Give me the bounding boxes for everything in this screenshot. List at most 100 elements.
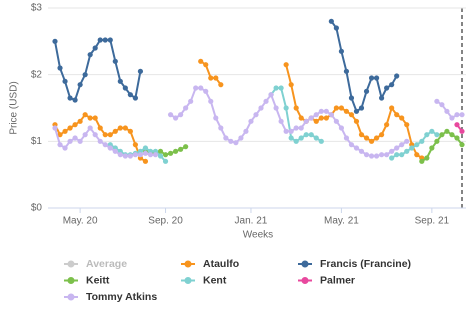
data-point (82, 112, 88, 118)
legend-item[interactable]: Ataulfo (181, 258, 239, 270)
data-point (454, 122, 460, 128)
legend-label: Average (86, 258, 127, 270)
data-point (157, 153, 164, 159)
data-point (127, 128, 133, 134)
data-point (62, 145, 68, 151)
legend-marker (67, 277, 75, 284)
data-point (333, 105, 339, 111)
data-point (303, 118, 309, 124)
data-point (243, 128, 249, 134)
data-point (112, 148, 118, 154)
data-point (77, 138, 83, 144)
data-point (343, 108, 350, 114)
data-point (278, 85, 284, 91)
data-point (72, 97, 78, 103)
legend-item[interactable]: Average (64, 258, 127, 270)
legend-label: Tommy Atkins (86, 291, 157, 303)
x-tick-label: Sep. 20 (148, 216, 183, 227)
data-point (439, 102, 445, 108)
x-tick-label: Jan. 21 (235, 216, 268, 227)
x-axis-label: Weeks (243, 230, 273, 241)
data-point (132, 152, 138, 158)
data-point (172, 115, 179, 121)
data-point (303, 132, 309, 138)
legend-item[interactable]: Francis (Francine) (298, 258, 411, 270)
data-point (278, 118, 284, 124)
data-point (223, 135, 229, 141)
data-point (348, 95, 355, 101)
data-point (449, 115, 455, 121)
data-point (368, 138, 375, 144)
data-point (338, 125, 345, 131)
data-point (57, 142, 63, 148)
data-point (424, 155, 430, 161)
data-point (273, 105, 279, 111)
legend-label: Palmer (320, 274, 355, 286)
data-point (193, 85, 199, 91)
data-point (414, 152, 420, 158)
data-point (142, 150, 149, 156)
data-point (389, 148, 395, 154)
data-point (112, 58, 118, 64)
data-point (434, 132, 440, 138)
legend-item[interactable]: Keitt (64, 274, 110, 286)
legend-label: Keitt (86, 274, 110, 286)
data-point (142, 158, 149, 164)
data-point (178, 112, 184, 118)
data-point (67, 95, 73, 101)
data-point (268, 92, 274, 98)
data-point (188, 98, 194, 104)
data-point (228, 138, 234, 144)
data-point (298, 135, 304, 141)
data-point (283, 128, 289, 134)
data-point (454, 112, 460, 118)
legend-label: Francis (Francine) (320, 258, 411, 270)
legend-marker (301, 277, 309, 284)
legend-marker (301, 260, 309, 268)
data-point (353, 145, 360, 151)
data-point (218, 125, 224, 131)
data-point (218, 82, 224, 88)
data-point (449, 132, 455, 138)
x-tick-label: May. 21 (324, 216, 359, 227)
data-point (353, 108, 360, 114)
data-point (92, 132, 98, 138)
legend-item[interactable]: Palmer (298, 274, 355, 286)
data-point (157, 148, 164, 154)
data-point (338, 105, 345, 111)
legend-item[interactable]: Kent (181, 274, 227, 286)
data-point (107, 145, 113, 151)
series-line (54, 20, 398, 113)
data-point (348, 142, 355, 148)
data-point (459, 142, 465, 148)
data-point (152, 152, 159, 158)
data-point (404, 138, 410, 144)
data-point (167, 112, 174, 118)
y-tick-label: $1 (31, 136, 43, 147)
data-point (263, 98, 269, 104)
data-point (343, 68, 350, 74)
data-point (308, 115, 314, 121)
data-point (213, 75, 219, 81)
data-point (77, 82, 83, 88)
data-point (288, 82, 294, 88)
data-point (172, 148, 179, 154)
data-point (97, 138, 103, 144)
data-point (107, 37, 113, 43)
data-point (368, 153, 375, 159)
data-point (52, 125, 58, 131)
data-point (404, 122, 410, 128)
legend-item[interactable]: Tommy Atkins (64, 291, 157, 303)
y-tick-label: $3 (31, 3, 43, 14)
data-point (424, 132, 430, 138)
data-point (213, 115, 219, 121)
data-point (439, 132, 445, 138)
data-point (288, 135, 294, 141)
legend-marker (184, 260, 192, 268)
data-point (318, 138, 324, 144)
data-point (318, 108, 324, 114)
data-point (57, 65, 63, 71)
y-axis-label: Price (USD) (9, 81, 20, 134)
data-point (87, 52, 93, 58)
